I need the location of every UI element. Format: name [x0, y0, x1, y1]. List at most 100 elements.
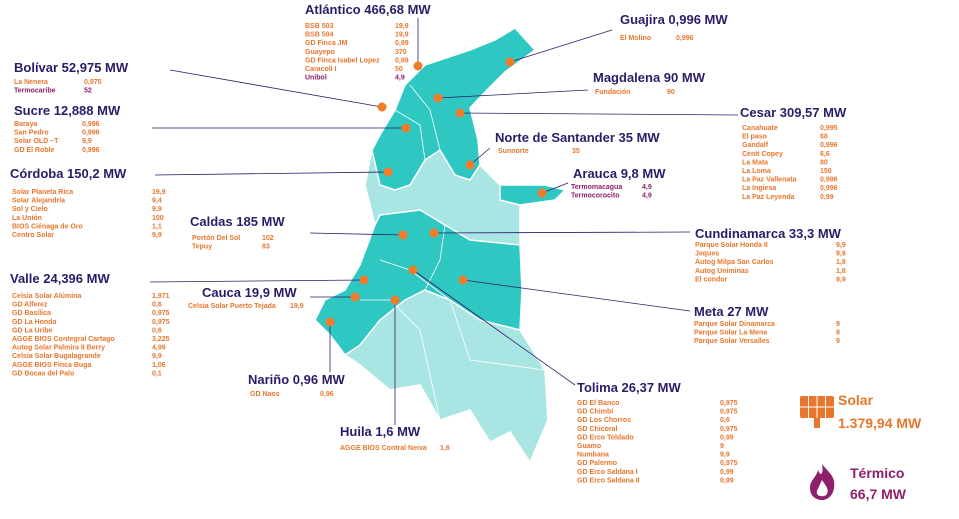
- plant-value: 6,6: [820, 151, 830, 158]
- plant-value: 4,99: [152, 345, 166, 352]
- leader-line: [169, 69, 383, 108]
- plant-dot: [350, 292, 360, 302]
- plant-dot: [408, 265, 418, 275]
- leader-line: [509, 29, 613, 63]
- region-title: Meta 27 MW: [694, 304, 769, 319]
- thermal-icon: [810, 464, 835, 500]
- legend-total: 66,7 MW: [850, 486, 907, 502]
- plant-value: 50: [395, 66, 403, 73]
- plant-value: 3,225: [152, 336, 170, 343]
- plant-value: 370: [395, 49, 407, 56]
- plant-value: 0,975: [152, 310, 170, 317]
- plant-value: 0,975: [84, 79, 102, 86]
- leader-line: [437, 89, 589, 99]
- plant-value: 1,1: [152, 223, 162, 230]
- plant-value: 9,4: [152, 198, 162, 205]
- plant-dot: [465, 160, 475, 170]
- plant-name: BSB 504: [305, 32, 334, 39]
- plant-dot: [433, 93, 443, 103]
- region-title: Atlántico 466,68 MW: [305, 2, 431, 17]
- plant-value: 9,9: [152, 353, 162, 360]
- region-title: Huila 1,6 MW: [340, 424, 421, 439]
- legend-total: 1.379,94 MW: [838, 415, 922, 431]
- leader-line: [459, 112, 739, 116]
- region-title: Sucre 12,888 MW: [14, 103, 121, 118]
- plant-name: GD Los Chorros: [577, 417, 631, 424]
- region-title: Caldas 185 MW: [190, 214, 285, 229]
- plant-value: 4,9: [395, 75, 405, 82]
- plant-name: Numbana: [577, 452, 609, 459]
- region-dark: [314, 209, 523, 357]
- plant-value: 9,9: [836, 276, 846, 283]
- department-borders: [360, 84, 546, 421]
- region-title: Cauca 19,9 MW: [202, 285, 297, 300]
- panel-stand: [814, 418, 820, 428]
- plant-name: GD Palermo: [577, 460, 617, 467]
- plant-dot: [383, 167, 393, 177]
- plant-value: 1,8: [836, 268, 846, 275]
- plant-name: GD El Roble: [14, 147, 55, 154]
- plant-value: 0,996: [82, 147, 100, 154]
- plant-name: Termomacagua: [571, 184, 622, 191]
- plant-name: La Unión: [12, 215, 42, 222]
- plant-value: 9,9: [82, 138, 92, 145]
- plant-name: GD Erco Toldado: [577, 434, 634, 441]
- plant-dot: [458, 275, 468, 285]
- plant-name: Jeques: [695, 251, 719, 258]
- plant-dots: [325, 57, 547, 327]
- plant-value: 4,9: [642, 184, 652, 191]
- plant-name: San Pedro: [14, 130, 49, 137]
- plant-name: GD La Uribe: [12, 327, 53, 334]
- plant-value: 0,99: [720, 434, 734, 441]
- plant-name: BSB 503: [305, 23, 334, 30]
- plant-name: AGGE BIOS Contegral Cartago: [12, 336, 115, 343]
- plant-value: 0,996: [82, 121, 100, 128]
- plant-name: Celsia Solar Bugalagrande: [12, 353, 101, 360]
- plant-name: GD El Banco: [577, 400, 619, 407]
- plant-value: 0,996: [676, 35, 694, 42]
- plant-name: La Loma: [742, 168, 771, 175]
- plant-name: El Molino: [620, 35, 651, 42]
- plant-value: 35: [572, 148, 580, 155]
- plant-value: 9: [836, 338, 840, 345]
- leader-line: [433, 231, 691, 234]
- plant-value: 9,9: [836, 242, 846, 249]
- leader-lines: [149, 18, 739, 425]
- border: [424, 224, 446, 291]
- plant-value: 90: [667, 89, 675, 96]
- plant-name: Sol y Cielo: [12, 206, 48, 213]
- plant-value: 68: [820, 134, 828, 141]
- plant-name: El condor: [695, 276, 728, 283]
- colombia-map: [314, 27, 567, 464]
- plant-name: AGGE BIOS Contral Neiva: [340, 445, 427, 452]
- leader-line: [149, 279, 365, 283]
- plant-name: Parque Solar Honda II: [695, 242, 768, 249]
- plant-name: GD La Honda: [12, 319, 56, 326]
- region-title: Bolívar 52,975 MW: [14, 60, 129, 75]
- plant-dot: [398, 230, 408, 240]
- plant-value: 9,9: [720, 452, 730, 459]
- plant-name: Canahuate: [742, 125, 778, 132]
- plant-dot: [325, 317, 335, 327]
- plant-name: Guamo: [577, 443, 601, 450]
- leader-line: [462, 279, 691, 312]
- plant-value: 0,975: [720, 400, 738, 407]
- legend-label: Solar: [838, 392, 874, 408]
- plant-name: Centro Solar: [12, 232, 54, 239]
- plant-name: Sunnorte: [498, 148, 529, 155]
- legend-label: Térmico: [850, 465, 904, 481]
- plant-name: La Mata: [742, 159, 768, 166]
- plant-name: Solar Alejandría: [12, 198, 65, 205]
- plant-value: 0,99: [720, 477, 734, 484]
- region-dark: [371, 27, 537, 191]
- plant-name: La Nenera: [14, 79, 48, 86]
- plant-name: El paso: [742, 134, 767, 141]
- region-title: Arauca 9,8 MW: [573, 166, 666, 181]
- plant-value: 100: [152, 215, 164, 222]
- plant-value: 52: [84, 88, 92, 95]
- plant-value: 0,6: [720, 417, 730, 424]
- plant-value: 9: [720, 443, 724, 450]
- plant-value: 0,975: [720, 426, 738, 433]
- plant-dot: [377, 102, 387, 112]
- plant-name: GD Basílica: [12, 310, 51, 317]
